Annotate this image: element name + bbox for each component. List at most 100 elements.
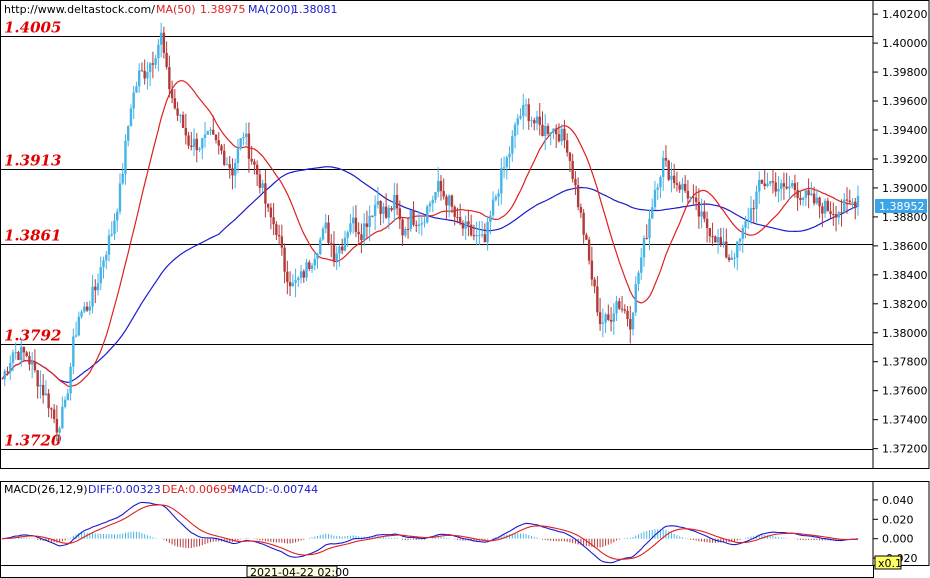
- candle-body: [415, 224, 418, 226]
- candle-body: [417, 224, 421, 226]
- candle-body: [812, 193, 816, 204]
- price-tick-label: 1.39200: [882, 153, 928, 166]
- candle-body: [651, 207, 654, 219]
- candle-body: [576, 185, 580, 208]
- candle-body: [642, 237, 646, 258]
- candle-body: [694, 197, 698, 202]
- candle-body: [102, 260, 105, 268]
- candle-body: [593, 279, 596, 287]
- candle-body: [72, 336, 75, 367]
- candle-body: [113, 220, 116, 234]
- candle-body: [774, 182, 777, 192]
- candle-body: [659, 177, 662, 188]
- candle-body: [28, 356, 31, 365]
- candle-body: [640, 257, 643, 273]
- candle-body: [357, 231, 360, 235]
- candle-body: [851, 201, 854, 203]
- candle-body: [184, 127, 188, 136]
- candle-body: [472, 235, 476, 237]
- candle-body: [203, 134, 207, 139]
- candle-body: [834, 214, 838, 218]
- candle-body: [154, 58, 157, 65]
- candle-body: [398, 208, 402, 220]
- ma50-label: MA(50): [156, 3, 196, 16]
- candle-body: [656, 187, 659, 190]
- candle-body: [330, 242, 333, 246]
- candle-body: [697, 201, 701, 217]
- candle-body: [845, 199, 849, 201]
- candle-body: [66, 393, 70, 400]
- candle-body: [360, 234, 363, 241]
- candle-body: [33, 361, 37, 371]
- ma200-line: [1, 166, 859, 384]
- timestamp: 2021-04-22 02:00: [250, 566, 349, 578]
- candle-body: [310, 265, 314, 269]
- candle-body: [708, 228, 712, 237]
- candle-body: [294, 280, 297, 283]
- candle-body: [623, 309, 626, 311]
- candle-body: [80, 311, 83, 317]
- candle-body: [354, 217, 358, 232]
- candle-body: [793, 183, 797, 190]
- zoom-label[interactable]: x0.1: [878, 557, 902, 570]
- candle-body: [431, 199, 434, 204]
- candle-body: [217, 140, 220, 146]
- candle-body: [349, 223, 352, 233]
- level-label-1: 1.3913: [4, 152, 61, 170]
- price-tick-label: 1.38200: [882, 298, 928, 311]
- candle-body: [335, 253, 338, 261]
- candle-body: [511, 136, 514, 154]
- candle-body: [582, 212, 585, 235]
- candle-body: [505, 157, 509, 168]
- candle-body: [168, 67, 171, 90]
- candle-body: [176, 108, 179, 116]
- candle-body: [555, 128, 558, 135]
- candle-body: [541, 124, 544, 137]
- candle-body: [840, 212, 843, 214]
- candle-body: [192, 138, 196, 147]
- candle-body: [535, 116, 539, 124]
- candle-body: [165, 52, 168, 68]
- zoom-box[interactable]: [874, 555, 902, 570]
- candle-body: [286, 271, 289, 283]
- candle-body: [801, 197, 805, 200]
- candle-body: [601, 322, 605, 324]
- price-axis: [872, 0, 930, 469]
- candle-body: [83, 306, 86, 312]
- candle-body: [255, 164, 259, 175]
- candle-body: [50, 408, 53, 410]
- candle-body: [288, 282, 292, 287]
- candle-body: [683, 183, 687, 191]
- macd-axis: [872, 481, 930, 566]
- candle-body: [351, 217, 355, 224]
- candle-body: [667, 160, 670, 180]
- candle-body: [596, 286, 599, 313]
- candle-body: [609, 319, 613, 322]
- candle-body: [804, 190, 808, 198]
- candle-body: [63, 399, 67, 407]
- candle-body: [55, 418, 59, 433]
- price-tick-label: 1.40200: [882, 8, 928, 21]
- candle-body: [486, 221, 489, 243]
- candle-body: [96, 283, 100, 291]
- candle-body: [758, 179, 761, 192]
- candle-body: [788, 186, 791, 189]
- website-label[interactable]: http://www.deltastock.com/: [4, 3, 155, 16]
- candle-body: [648, 218, 651, 239]
- candle-body: [231, 168, 234, 176]
- candle-body: [439, 180, 443, 192]
- candle-body: [420, 223, 423, 225]
- candle-body: [426, 206, 429, 223]
- candle-body: [494, 196, 498, 200]
- candle-body: [689, 196, 692, 199]
- candle-body: [173, 98, 177, 109]
- candle-body: [58, 428, 61, 433]
- candle-body: [140, 70, 144, 72]
- candle-body: [368, 215, 371, 227]
- candle-body: [579, 207, 583, 213]
- candle-body: [437, 180, 440, 193]
- candle-body: [670, 175, 673, 180]
- candle-body: [77, 316, 81, 336]
- candle-body: [807, 190, 810, 196]
